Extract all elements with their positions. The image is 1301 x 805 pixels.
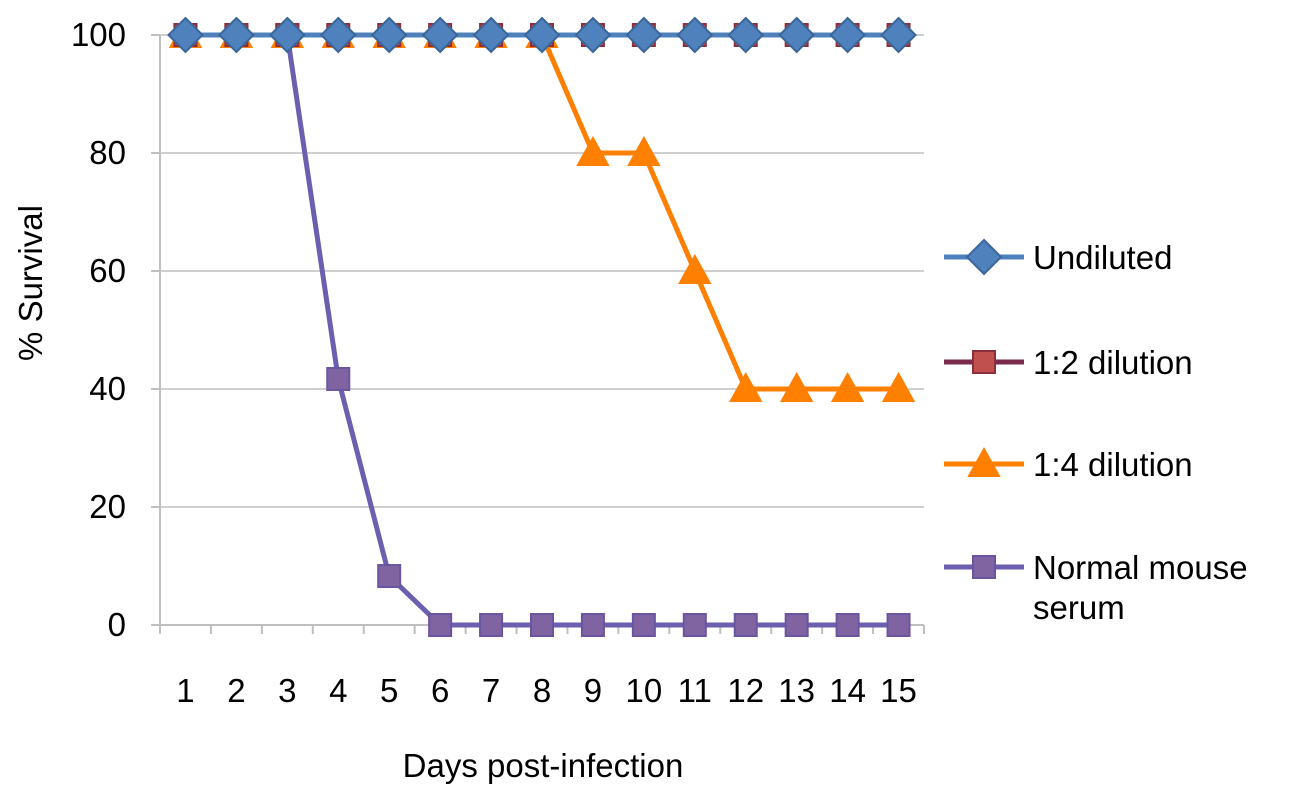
data-point-series-1	[676, 16, 714, 54]
data-point-series-3	[678, 253, 712, 284]
data-point-series-1	[625, 16, 663, 54]
data-point-series-1	[167, 16, 204, 54]
data-point-series-1	[421, 16, 459, 54]
legend-marker-1	[965, 238, 1003, 276]
x-tick-label: 9	[584, 672, 602, 709]
markers-layer	[167, 16, 917, 637]
data-point-series-1	[472, 16, 510, 54]
y-tick-label: 40	[89, 370, 126, 407]
data-point-series-4	[326, 366, 351, 391]
gridlines	[160, 34, 924, 508]
data-point-series-1	[574, 16, 612, 54]
data-point-series-1	[829, 16, 867, 54]
data-point-series-3	[779, 371, 814, 402]
legend-label-3: 1:4 dilution	[1033, 446, 1193, 483]
x-tick-label: 4	[329, 672, 347, 709]
x-tick-label: 5	[380, 672, 398, 709]
x-tick-label: 7	[482, 672, 500, 709]
y-tick-label: 80	[89, 134, 126, 171]
data-point-series-3	[881, 371, 916, 402]
y-tick-label: 20	[89, 488, 126, 525]
x-tick-label: 1	[176, 672, 194, 709]
data-point-series-4	[530, 613, 554, 637]
data-point-series-3	[729, 371, 763, 402]
series-layer	[185, 32, 899, 628]
x-tick-label: 15	[880, 672, 917, 709]
data-point-series-4	[835, 613, 860, 637]
legend-marker-2	[972, 350, 996, 374]
data-point-series-4	[377, 564, 402, 589]
data-point-series-1	[880, 16, 917, 54]
x-tick-label: 6	[431, 672, 449, 709]
x-tick-label: 2	[227, 672, 245, 709]
data-point-series-1	[370, 16, 408, 54]
data-point-series-4	[886, 613, 911, 637]
legend-label-4: Normal mouse serum	[1033, 549, 1248, 626]
x-tick-label: 3	[278, 672, 296, 709]
legend: Undiluted 1:2 dilution 1:4 dilution Normal …	[944, 238, 1248, 626]
x-axis-title: Days post-infection	[403, 747, 684, 784]
data-point-series-4	[479, 613, 504, 637]
data-point-series-4	[784, 613, 809, 637]
y-tick-label: 60	[89, 252, 126, 289]
data-point-series-3	[830, 371, 865, 402]
x-tick-label: 14	[829, 672, 866, 709]
data-point-series-1	[523, 16, 561, 54]
data-point-series-4	[631, 613, 656, 637]
legend-label-2: 1:2 dilution	[1033, 344, 1193, 381]
x-tick-label: 11	[678, 672, 712, 709]
y-axis-title: % Survival	[12, 205, 49, 361]
data-point-series-4	[733, 613, 758, 637]
data-point-series-1	[778, 16, 816, 54]
legend-marker-3	[967, 446, 1001, 477]
data-point-series-1	[268, 16, 306, 54]
x-tick-label: 13	[778, 672, 815, 709]
data-point-series-1	[319, 16, 357, 54]
y-tick-label: 0	[108, 606, 126, 643]
data-point-series-4	[682, 613, 707, 637]
legend-marker-4	[972, 555, 996, 579]
data-point-series-3	[576, 135, 610, 166]
series-line-4	[185, 32, 899, 628]
x-tick-label: 8	[533, 672, 551, 709]
legend-label-1: Undiluted	[1033, 239, 1172, 276]
data-point-series-4	[428, 613, 453, 637]
data-point-series-1	[217, 16, 255, 54]
data-point-series-3	[627, 135, 661, 166]
series-line-3	[185, 32, 899, 392]
data-point-series-1	[727, 16, 765, 54]
x-tick-label: 10	[626, 672, 663, 709]
y-tick-label: 100	[71, 16, 126, 53]
x-tick-label: 12	[727, 672, 764, 709]
data-point-series-4	[580, 613, 605, 637]
